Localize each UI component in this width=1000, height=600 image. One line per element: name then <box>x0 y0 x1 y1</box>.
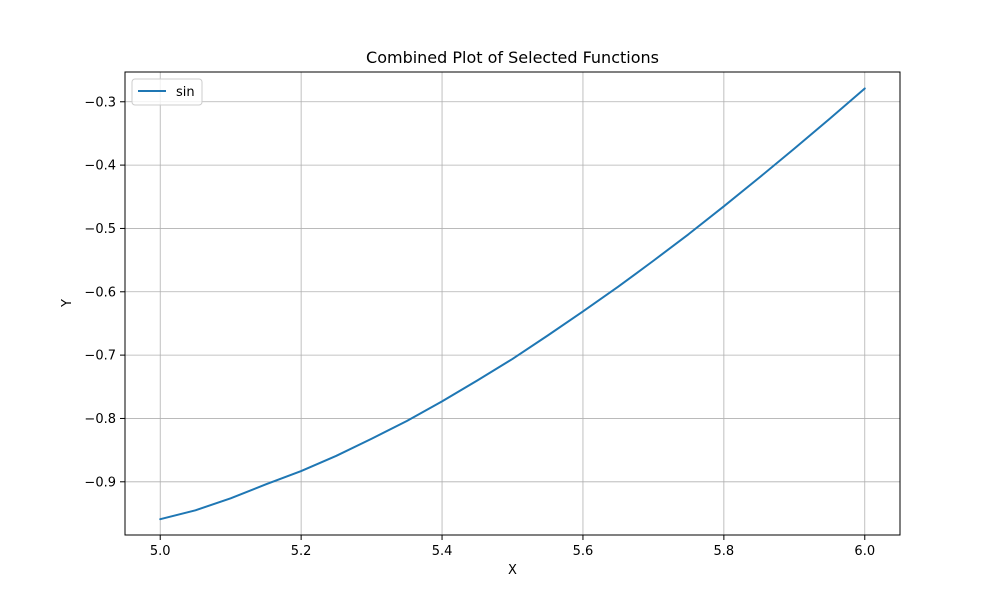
legend-label-sin: sin <box>176 85 195 100</box>
chart-title: Combined Plot of Selected Functions <box>366 48 659 67</box>
y-tick-label: −0.9 <box>84 475 116 490</box>
series-line-sin <box>159 87 866 521</box>
legend: sin <box>131 78 203 106</box>
grid <box>125 72 900 535</box>
plot-frame <box>124 71 901 536</box>
y-tick-label: −0.5 <box>84 222 116 237</box>
y-tick-label: −0.3 <box>84 95 116 110</box>
x-tick-label: 5.6 <box>573 544 594 559</box>
x-axis-label: X <box>508 563 517 578</box>
ticks: 5.0 5.2 5.4 5.6 5.8 6.0 −0.9 −0.8 −0.7 −0.6 −0.5 −0… <box>84 95 875 559</box>
y-tick-label: −0.7 <box>84 349 116 364</box>
x-tick-label: 5.0 <box>150 544 171 559</box>
x-tick-label: 6.0 <box>854 544 875 559</box>
y-tick-label: −0.4 <box>84 159 116 174</box>
legend-box <box>131 78 203 106</box>
series-layer <box>159 87 866 521</box>
x-tick-label: 5.8 <box>714 544 735 559</box>
y-axis-label: Y <box>60 299 75 308</box>
y-tick-label: −0.6 <box>84 285 116 300</box>
x-tick-label: 5.4 <box>432 544 453 559</box>
x-tick-label: 5.2 <box>291 544 312 559</box>
y-tick-label: −0.8 <box>84 412 116 427</box>
